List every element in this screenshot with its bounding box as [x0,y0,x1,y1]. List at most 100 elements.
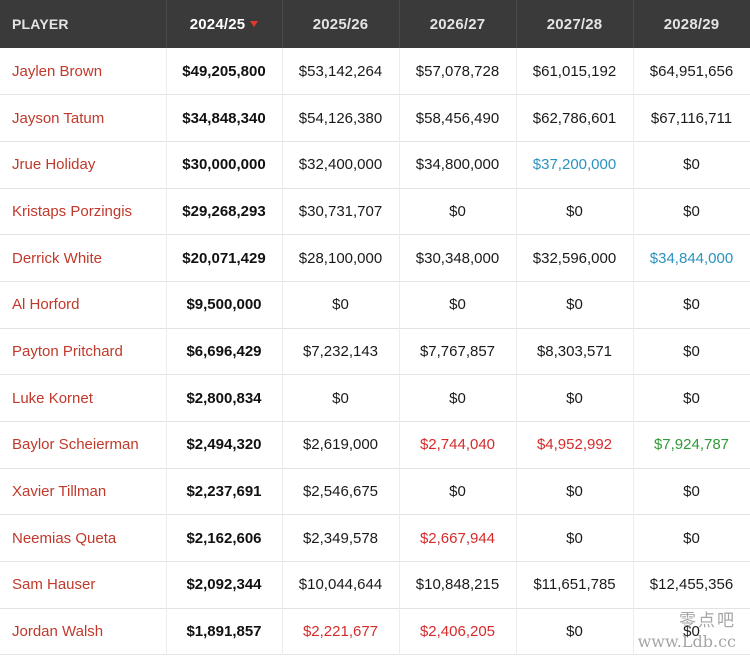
salary-cell-2025-26: $10,044,644 [282,561,400,609]
salary-cell-2027-28: $0 [516,468,634,515]
salary-cell-2026-27: $2,406,205 [399,608,517,655]
header-row: PLAYER 2024/25 2025/26 2026/27 2027/28 2… [0,0,750,48]
salary-cell-2028-29: $12,455,356 [633,561,750,609]
salary-cell-2028-29: $0 [633,141,750,189]
salary-cell-2027-28: $37,200,000 [516,141,634,189]
salary-cell-2024-25: $20,071,429 [166,234,283,282]
player-name-link[interactable]: Kristaps Porzingis [0,188,167,235]
player-name-link[interactable]: Sam Hauser [0,561,167,609]
salary-cell-2027-28: $11,651,785 [516,561,634,609]
salary-cell-2024-25: $6,696,429 [166,328,283,375]
table-row: Kristaps Porzingis $29,268,293 $30,731,707… [0,188,750,235]
player-name-link[interactable]: Derrick White [0,234,167,282]
table-row: Derrick White $20,071,429 $28,100,000 $30,3… [0,234,750,282]
salary-cell-2028-29: $7,924,787 [633,421,750,469]
salary-cell-2028-29: $0 [633,374,750,422]
player-name-link[interactable]: Jordan Walsh [0,608,167,655]
salary-cell-2024-25: $2,092,344 [166,561,283,609]
salary-cell-2026-27: $0 [399,281,517,329]
salary-cell-2025-26: $0 [282,374,400,422]
salary-cell-2027-28: $4,952,992 [516,421,634,469]
salary-cell-2024-25: $1,891,857 [166,608,283,655]
column-header-2026-27[interactable]: 2026/27 [399,0,517,48]
salary-cell-2025-26: $0 [282,281,400,329]
column-header-2027-28[interactable]: 2027/28 [516,0,634,48]
table-row: Xavier Tillman $2,237,691 $2,546,675 $0 $0 $0 [0,468,750,515]
salary-cell-2027-28: $61,015,192 [516,48,634,95]
salary-cell-2025-26: $7,232,143 [282,328,400,375]
salary-cell-2027-28: $0 [516,188,634,235]
salary-cell-2026-27: $57,078,728 [399,48,517,95]
salary-cell-2026-27: $0 [399,374,517,422]
table-row: Jayson Tatum $34,848,340 $54,126,380 $58,45… [0,94,750,142]
player-name-link[interactable]: Luke Kornet [0,374,167,422]
salary-cell-2024-25: $2,237,691 [166,468,283,515]
salary-cell-2026-27: $58,456,490 [399,94,517,142]
salary-cell-2027-28: $0 [516,608,634,655]
salary-cell-2026-27: $10,848,215 [399,561,517,609]
salary-cell-2026-27: $34,800,000 [399,141,517,189]
table-row: Jaylen Brown $49,205,800 $53,142,264 $57,07… [0,48,750,95]
salary-cell-2027-28: $0 [516,374,634,422]
table-row: Sam Hauser $2,092,344 $10,044,644 $10,848,2… [0,561,750,609]
salary-cell-2025-26: $2,349,578 [282,514,400,562]
salary-cell-2028-29: $0 [633,468,750,515]
salary-cell-2024-25: $34,848,340 [166,94,283,142]
salary-cell-2025-26: $54,126,380 [282,94,400,142]
player-name-link[interactable]: Jaylen Brown [0,48,167,95]
salary-cell-2027-28: $0 [516,514,634,562]
salary-cell-2027-28: $62,786,601 [516,94,634,142]
player-name-link[interactable]: Xavier Tillman [0,468,167,515]
table-row: Luke Kornet $2,800,834 $0 $0 $0 $0 [0,374,750,422]
salary-cell-2024-25: $2,800,834 [166,374,283,422]
salary-cell-2024-25: $49,205,800 [166,48,283,95]
table-row: Jordan Walsh $1,891,857 $2,221,677 $2,406,2… [0,608,750,655]
column-header-2024-25[interactable]: 2024/25 [166,0,283,48]
salary-cell-2028-29: $0 [633,188,750,235]
salary-cell-2024-25: $30,000,000 [166,141,283,189]
salary-cell-2025-26: $53,142,264 [282,48,400,95]
salary-cell-2026-27: $30,348,000 [399,234,517,282]
player-name-link[interactable]: Neemias Queta [0,514,167,562]
table-row: Payton Pritchard $6,696,429 $7,232,143 $7,7… [0,328,750,375]
salary-cell-2025-26: $30,731,707 [282,188,400,235]
salary-cell-2027-28: $8,303,571 [516,328,634,375]
salary-cell-2028-29: $34,844,000 [633,234,750,282]
salary-cell-2027-28: $32,596,000 [516,234,634,282]
player-name-link[interactable]: Al Horford [0,281,167,329]
player-name-link[interactable]: Baylor Scheierman [0,421,167,469]
salary-cell-2024-25: $9,500,000 [166,281,283,329]
salary-cell-2025-26: $2,221,677 [282,608,400,655]
salary-cell-2028-29: $0 [633,281,750,329]
sort-descending-icon [250,20,259,27]
salary-cell-2026-27: $2,744,040 [399,421,517,469]
player-name-link[interactable]: Jayson Tatum [0,94,167,142]
salary-cell-2024-25: $2,162,606 [166,514,283,562]
salary-cell-2026-27: $0 [399,188,517,235]
salary-cell-2025-26: $2,619,000 [282,421,400,469]
salary-cell-2028-29: $0 [633,514,750,562]
table-row: Al Horford $9,500,000 $0 $0 $0 $0 [0,281,750,329]
salary-cell-2025-26: $32,400,000 [282,141,400,189]
salary-cell-2026-27: $0 [399,468,517,515]
salary-cell-2024-25: $2,494,320 [166,421,283,469]
player-name-link[interactable]: Jrue Holiday [0,141,167,189]
salary-cell-2026-27: $7,767,857 [399,328,517,375]
column-header-label: 2024/25 [189,15,246,33]
column-header-2028-29[interactable]: 2028/29 [633,0,750,48]
salary-cell-2028-29: $67,116,711 [633,94,750,142]
table-row: Baylor Scheierman $2,494,320 $2,619,000 $2,… [0,421,750,469]
salary-cell-2025-26: $2,546,675 [282,468,400,515]
table-body: Jaylen Brown $49,205,800 $53,142,264 $57,07… [0,48,750,655]
column-header-player[interactable]: PLAYER [0,0,167,48]
table-row: Neemias Queta $2,162,606 $2,349,578 $2,667,… [0,514,750,562]
table-header: PLAYER 2024/25 2025/26 2026/27 2027/28 2… [0,0,750,48]
player-name-link[interactable]: Payton Pritchard [0,328,167,375]
salary-cell-2024-25: $29,268,293 [166,188,283,235]
salary-cell-2028-29: $0 [633,328,750,375]
column-header-2025-26[interactable]: 2025/26 [282,0,400,48]
salary-cell-2028-29: $0 [633,608,750,655]
salary-cell-2025-26: $28,100,000 [282,234,400,282]
salary-cell-2026-27: $2,667,944 [399,514,517,562]
